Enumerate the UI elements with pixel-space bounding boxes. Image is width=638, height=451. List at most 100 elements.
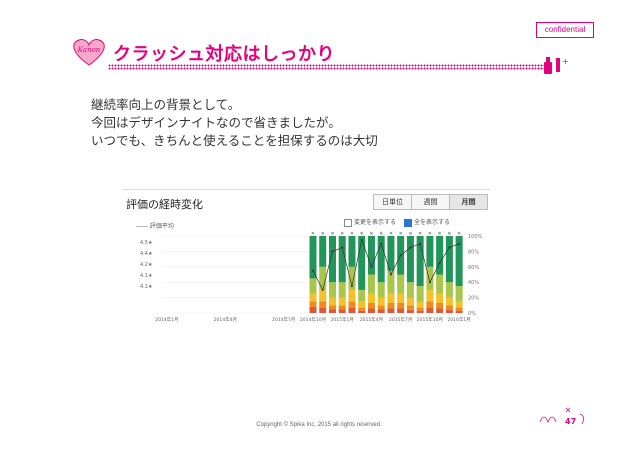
nail-polish-icon: + bbox=[544, 57, 569, 74]
bar-segment bbox=[377, 236, 385, 283]
bar-segment bbox=[397, 308, 405, 313]
tab-weekly[interactable]: 週間 bbox=[411, 194, 450, 210]
release-marker-icon: ✕ bbox=[321, 231, 325, 237]
left-axis-tick-label: 4.1★ bbox=[140, 284, 153, 290]
bar-segment bbox=[455, 310, 463, 313]
bar-segment bbox=[387, 293, 395, 303]
bar-segment bbox=[387, 270, 395, 294]
bar-segment bbox=[358, 301, 366, 308]
bar-segment bbox=[328, 282, 336, 298]
bar-segment bbox=[367, 308, 375, 313]
bar-segment bbox=[377, 305, 385, 310]
legend-average: —— 評価平均 bbox=[136, 223, 174, 230]
checkbox-changes[interactable]: 変更を表示する bbox=[344, 217, 396, 227]
bar-segment bbox=[348, 266, 356, 290]
left-axis-tick-label: 4.2★ bbox=[140, 262, 153, 268]
bar-segment bbox=[309, 293, 317, 302]
checkbox-box-icon[interactable] bbox=[344, 218, 352, 227]
bar-segment bbox=[406, 305, 414, 310]
bar-segment bbox=[436, 274, 444, 294]
bar-segment bbox=[338, 236, 346, 283]
bar-segment bbox=[367, 293, 375, 303]
release-marker-icon: ✕ bbox=[399, 231, 403, 237]
left-axis-tick-label: 4.1★ bbox=[140, 273, 153, 279]
bar-segment bbox=[377, 282, 385, 298]
body-line-1: 継続率向上の背景として。 bbox=[91, 97, 241, 112]
page-number: 47 bbox=[565, 417, 577, 426]
right-axis-tick-label: 80% bbox=[468, 249, 479, 255]
bar-segment bbox=[367, 274, 375, 294]
tab-daily[interactable]: 日単位 bbox=[373, 194, 412, 210]
bar-segment bbox=[309, 236, 317, 279]
bar-segment bbox=[445, 282, 453, 298]
bar-segment bbox=[338, 297, 346, 306]
release-marker-icon: ✕ bbox=[350, 231, 354, 237]
right-axis-tick-label: 60% bbox=[468, 265, 479, 271]
bar-segment bbox=[387, 236, 395, 271]
tab-monthly[interactable]: 月間 bbox=[449, 194, 488, 210]
bar-segment bbox=[455, 236, 463, 287]
bar-segment bbox=[328, 297, 336, 306]
bar-segment bbox=[338, 305, 346, 310]
x-tick-label: 2015年1月 bbox=[331, 316, 354, 323]
copyright-text: Copyright © Spika Inc. 2015 all rights r… bbox=[256, 422, 382, 428]
bar-segment bbox=[328, 236, 336, 283]
bar-segment bbox=[436, 236, 444, 275]
x-tick-label: 2015年10月 bbox=[417, 316, 443, 323]
bar-segment bbox=[445, 309, 453, 313]
checkbox-all[interactable]: 全を表示する bbox=[404, 217, 450, 227]
bar-segment bbox=[348, 236, 356, 267]
title-underline bbox=[108, 64, 550, 70]
bar-segment bbox=[338, 309, 346, 313]
bar-segment bbox=[436, 293, 444, 303]
release-marker-icon: ✕ bbox=[311, 231, 315, 237]
release-marker-icon: ✕ bbox=[408, 231, 412, 237]
bar-segment bbox=[309, 278, 317, 294]
bar-segment bbox=[328, 309, 336, 313]
period-tabs: 日単位 週間 月間 bbox=[373, 194, 488, 210]
bar-segment bbox=[319, 289, 327, 302]
release-marker-icon: ✕ bbox=[389, 231, 393, 237]
svg-text:+: + bbox=[562, 57, 569, 66]
x-tick-label: 2014年4月 bbox=[214, 316, 237, 323]
bar-segment bbox=[416, 310, 424, 313]
release-marker-icon: ✕ bbox=[457, 231, 461, 237]
page-title: クラッシュ対応はしっかり bbox=[113, 44, 335, 65]
checkbox-checked-icon[interactable] bbox=[404, 218, 413, 227]
bar-segment bbox=[377, 309, 385, 313]
bar-segment bbox=[319, 307, 327, 313]
bar-segment bbox=[348, 307, 356, 313]
bar-segment bbox=[406, 297, 414, 306]
right-axis-tick-label: 100% bbox=[468, 234, 483, 240]
bar-segment bbox=[367, 302, 375, 309]
right-axis-tick-label: 40% bbox=[468, 280, 479, 286]
bar-segment bbox=[338, 282, 346, 298]
chart-options: 変更を表示する 全を表示する bbox=[344, 217, 450, 227]
bar-segment bbox=[309, 301, 317, 307]
heart-logo-text: Kanon bbox=[77, 46, 101, 54]
bar-segment bbox=[387, 302, 395, 309]
bar-segment bbox=[358, 289, 366, 302]
bar-segment bbox=[319, 236, 327, 267]
bar-segment bbox=[416, 286, 424, 302]
left-axis-tick-label: 4.5★ bbox=[140, 240, 153, 246]
release-marker-icon: ✕ bbox=[340, 231, 344, 237]
bar-segment bbox=[445, 236, 453, 283]
release-marker-icon: ✕ bbox=[379, 231, 383, 237]
bar-segment bbox=[309, 306, 317, 313]
bar-segment bbox=[358, 310, 366, 313]
bar-segment bbox=[455, 307, 463, 311]
bar-segment bbox=[426, 307, 434, 313]
bar-segment bbox=[416, 301, 424, 308]
bar-segment bbox=[416, 236, 424, 287]
heart-logo-icon: Kanon bbox=[73, 39, 105, 66]
release-marker-icon: ✕ bbox=[428, 231, 432, 237]
left-axis-tick-label: 4.4★ bbox=[140, 251, 153, 257]
x-tick-label: 2014年7月 bbox=[272, 316, 295, 323]
bar-segment bbox=[348, 301, 356, 308]
body-line-2: 今回はデザインナイトなので省きましたが。 bbox=[91, 115, 341, 130]
bar-segment bbox=[348, 289, 356, 302]
x-tick-label: 2015年4月 bbox=[360, 316, 383, 323]
bar-segment bbox=[426, 289, 434, 302]
chart-title: 評価の経時変化 bbox=[126, 198, 203, 211]
